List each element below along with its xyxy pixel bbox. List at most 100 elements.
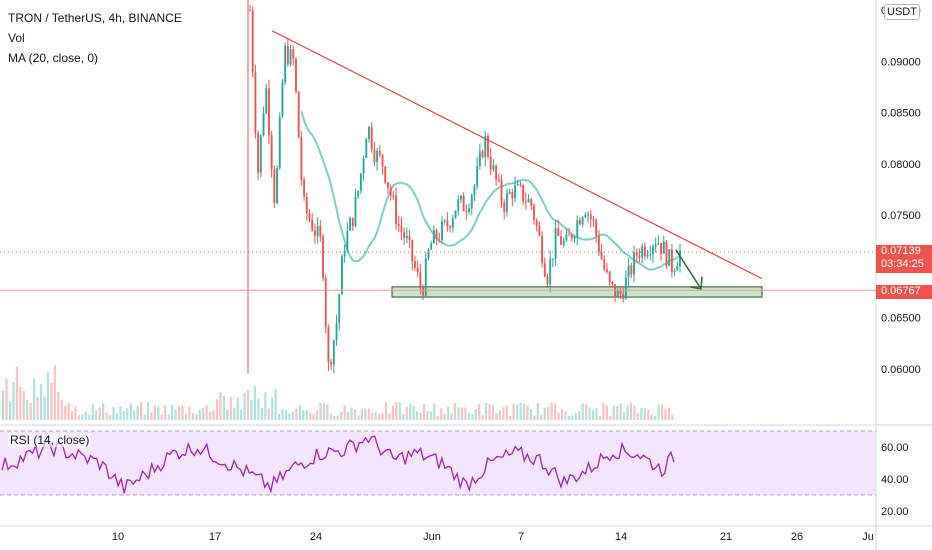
volume-bar (291, 411, 294, 420)
candle-body (384, 166, 387, 183)
volume-bar (378, 414, 381, 420)
volume-bar (129, 403, 132, 420)
volume-bar (547, 407, 550, 420)
vol-label[interactable]: Vol (8, 31, 25, 45)
volume-bar (271, 397, 274, 420)
candle-body (278, 116, 281, 168)
volume-bar (595, 407, 598, 420)
volume-bar (326, 404, 329, 420)
volume-bar (33, 378, 36, 420)
volume-bar (657, 404, 660, 420)
candle-body (438, 239, 441, 241)
candle-body (668, 249, 671, 266)
candle-body (638, 255, 641, 258)
candle-body (297, 91, 300, 138)
ma-line (300, 111, 681, 271)
candle-body (395, 195, 397, 225)
symbol-line[interactable]: TRON / TetherUS, 4h, BINANCE (8, 11, 182, 25)
candle-body (262, 112, 265, 136)
volume-bar (519, 402, 522, 420)
volume-bar (150, 412, 153, 420)
candle-body (616, 290, 619, 298)
volume-bar (557, 412, 560, 420)
ma-line-path (300, 111, 681, 271)
volume-bar (671, 415, 674, 420)
candle-body (557, 228, 560, 237)
volume-bar (229, 396, 232, 420)
volume-bar (274, 388, 277, 420)
candle-body (657, 243, 660, 245)
volume-bar (526, 405, 529, 420)
candle-body (478, 151, 481, 166)
volume-bar (322, 402, 326, 420)
volume-bar (333, 415, 336, 420)
candle-body (416, 267, 419, 273)
volume-bar (212, 410, 215, 420)
candle-body (541, 235, 544, 264)
rsi-pane (0, 430, 876, 496)
candle-body (603, 259, 606, 270)
candle-body (397, 224, 400, 226)
candle-body (524, 201, 527, 203)
candle-body (276, 167, 278, 203)
volume-bar (623, 412, 626, 420)
volume-bar (105, 412, 108, 420)
volume-bar (91, 404, 94, 420)
rsi-label[interactable]: RSI (14, close) (8, 433, 92, 447)
candle-body (446, 220, 449, 227)
volume-bar (81, 414, 84, 420)
volume-bar (664, 409, 667, 420)
volume-bar (188, 406, 191, 420)
candle-body (432, 230, 435, 244)
candle-body (641, 246, 644, 258)
volume-bar (222, 395, 225, 420)
candle-body (633, 252, 635, 275)
volume-bar (246, 389, 250, 420)
volume-bar (240, 409, 243, 420)
volume-bar (474, 409, 477, 420)
volume-bar (581, 403, 584, 420)
candle-body (662, 241, 665, 254)
volume-bar (391, 405, 395, 420)
currency-label[interactable]: USDT (884, 4, 920, 20)
volume-bar (53, 365, 56, 420)
last-price-value: 0.07139 (881, 245, 921, 257)
volume-bar (471, 414, 474, 420)
candle-body (449, 226, 452, 228)
candle-body (578, 220, 581, 225)
volume-bar (453, 402, 457, 420)
volume-bar (416, 411, 419, 420)
time-tick-label: Ju (862, 531, 874, 543)
volume-bar (46, 372, 50, 420)
rsi-tick-label: 60.00 (881, 442, 909, 454)
volume-bar (140, 402, 143, 420)
candle-body (570, 234, 573, 239)
candle-body (303, 179, 306, 197)
candle-body (660, 243, 663, 254)
volume-bar (619, 403, 622, 420)
volume-bar (343, 405, 346, 420)
ma-label[interactable]: MA (20, close, 0) (8, 51, 99, 65)
candle-body (649, 254, 652, 256)
volume-bar (202, 408, 205, 420)
volume-bar (219, 392, 222, 420)
candle-body (419, 272, 422, 288)
candle-body (484, 136, 487, 158)
time-tick-label: 17 (209, 531, 221, 543)
candle-body (351, 217, 354, 226)
volume-bar (2, 390, 5, 420)
forecast-arrow-head (689, 276, 703, 290)
volume-bar (57, 391, 60, 420)
candle-body (341, 256, 343, 295)
volume-bar (67, 402, 70, 420)
volume-bar (95, 410, 98, 420)
candle-body (373, 149, 376, 163)
volume-bar (74, 406, 77, 420)
candle-body (311, 219, 314, 231)
volume-bar (264, 392, 267, 420)
candle-body (676, 266, 679, 271)
volume-bar (26, 400, 29, 420)
volume-bar (529, 408, 533, 420)
volume-bar (22, 391, 25, 420)
